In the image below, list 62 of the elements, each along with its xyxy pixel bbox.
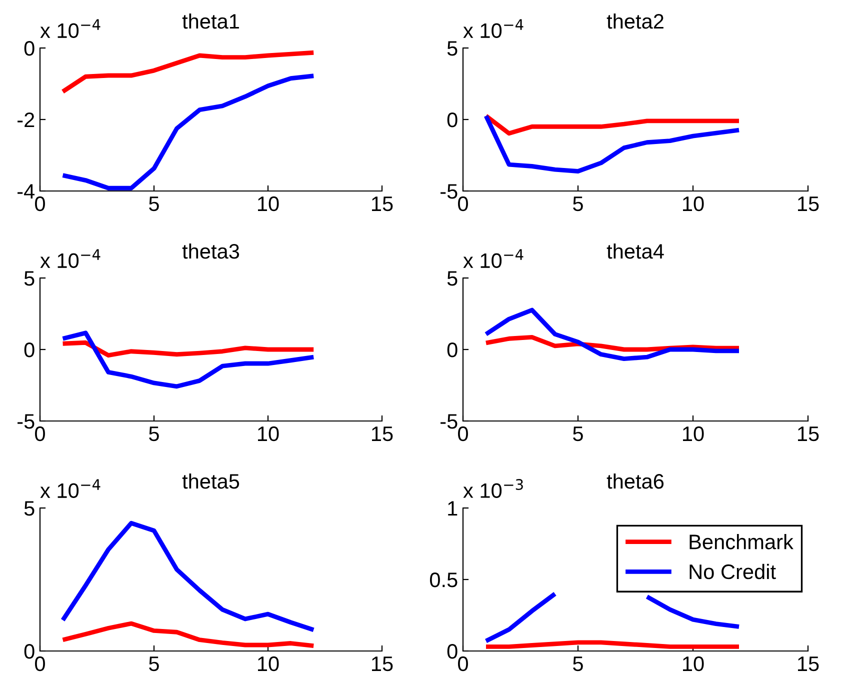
x-tick-label: 15	[798, 426, 819, 442]
x-tick-label: 15	[372, 656, 393, 672]
y-tick-label: 0	[24, 342, 34, 358]
line-series	[484, 114, 742, 174]
x-tick-label: 15	[372, 196, 393, 212]
x-tick-label: 10	[683, 196, 704, 212]
legend-label: No Credit	[690, 564, 776, 580]
y-tick-label: 0	[447, 644, 458, 659]
y-tick-label: 0	[447, 112, 458, 128]
chart-title: theta2	[606, 13, 664, 29]
y-tick-label: -5	[440, 184, 458, 199]
chart-title: theta3	[182, 243, 240, 259]
y-tick-label: -4	[18, 184, 35, 199]
x-tick-label: 15	[798, 196, 819, 212]
y-tick-label: -5	[18, 414, 34, 429]
y-tick-label: 0	[24, 41, 34, 56]
x-tick-label: 15	[372, 426, 393, 442]
x-tick-label: 10	[258, 426, 279, 442]
legend-label: Benchmark	[690, 534, 794, 550]
line-series	[60, 520, 316, 632]
y-tick-label: 5	[447, 271, 458, 286]
y-tick-label: 5	[24, 501, 34, 516]
text: x 10$^{−4}$	[40, 479, 100, 498]
y-tick-label: -2	[18, 112, 34, 128]
chart-title: theta6	[606, 473, 664, 489]
text: x 10$^{−4}$	[40, 19, 100, 38]
line-series	[60, 621, 316, 648]
y-tick-label: 1	[448, 501, 458, 516]
y-tick-label: 0	[447, 342, 458, 358]
x-tick-label: 10	[258, 196, 279, 212]
x-tick-label: 0	[35, 656, 45, 672]
text: x 10$^{−4}$	[463, 249, 524, 268]
x-tick-label: 0	[458, 426, 468, 442]
x-tick-label: 0	[458, 656, 468, 672]
x-tick-label: 0	[35, 426, 45, 442]
line-series	[60, 330, 316, 389]
chart-title: theta5	[182, 473, 240, 489]
y-tick-label: 0	[24, 644, 34, 659]
x-tick-label: 10	[683, 426, 704, 442]
chart-title: theta1	[182, 13, 239, 29]
text: x 10$^{−4}$	[40, 249, 100, 268]
y-tick-label: -5	[440, 414, 458, 429]
x-tick-label: 10	[683, 656, 704, 672]
x-tick-label: 15	[798, 656, 819, 672]
x-tick-label: 5	[573, 426, 583, 442]
y-tick-label: 5	[24, 271, 34, 286]
x-tick-label: 5	[149, 426, 159, 442]
x-tick-label: 0	[35, 196, 45, 212]
line-series	[60, 50, 316, 94]
x-tick-label: 5	[149, 656, 159, 672]
line-series	[60, 340, 316, 358]
text: x 10$^{−4}$	[463, 19, 524, 38]
x-tick-label: 5	[573, 196, 583, 212]
x-tick-label: 5	[149, 196, 159, 212]
chart-title: theta4	[606, 243, 664, 259]
x-tick-label: 0	[458, 196, 468, 212]
x-tick-label: 10	[258, 656, 279, 672]
y-tick-label: 0.5	[430, 572, 458, 588]
line-series	[60, 74, 316, 190]
y-tick-label: 5	[447, 41, 458, 56]
x-tick-label: 5	[573, 656, 583, 672]
text: x 10$^{−3}$	[463, 479, 523, 498]
